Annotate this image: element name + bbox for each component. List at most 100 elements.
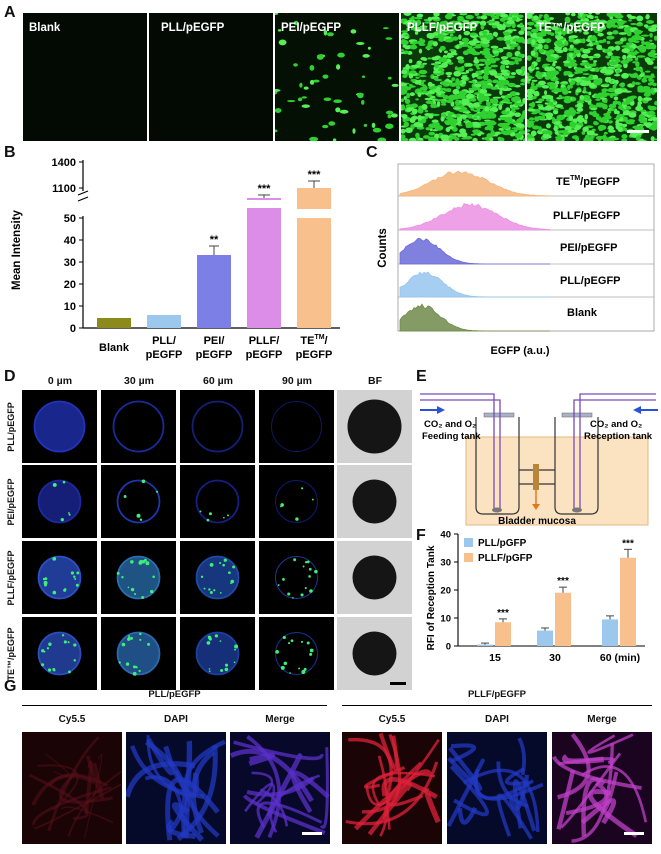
chart-b-break-1 [77, 190, 89, 196]
green-cell [517, 14, 524, 19]
green-cell [537, 38, 546, 44]
green-spot [60, 517, 64, 522]
green-cell [585, 62, 590, 67]
tissue-structure [367, 782, 413, 836]
green-spot [301, 669, 306, 674]
green-cell [433, 13, 440, 17]
green-cell [618, 105, 623, 110]
panel-g-channel-0: Cy5.5 [58, 714, 86, 725]
green-cell [527, 98, 533, 101]
green-cell [457, 59, 465, 64]
chart-c-histogram-2 [399, 237, 550, 265]
green-cell [626, 30, 632, 37]
panel-letter-d: D [4, 368, 16, 385]
green-cell [597, 92, 604, 96]
green-cell [555, 66, 561, 69]
green-cell [639, 109, 647, 113]
green-cell [612, 100, 619, 105]
spheroid [37, 631, 82, 676]
green-cell [614, 45, 621, 51]
green-cell [581, 53, 589, 59]
green-cell [474, 13, 480, 17]
green-spot [70, 571, 74, 575]
green-cell [425, 46, 434, 49]
green-cell [449, 33, 454, 37]
green-cell [472, 102, 480, 107]
green-spot [222, 563, 225, 567]
green-cell [629, 73, 639, 79]
green-cell [458, 23, 463, 28]
green-cell [515, 42, 519, 46]
green-spot [61, 634, 65, 637]
green-cell [463, 30, 471, 36]
green-cell [293, 63, 298, 67]
chart-b-xlabel-pei-2: pEGFP [196, 349, 233, 361]
green-cell [585, 91, 589, 94]
green-cell [537, 104, 543, 107]
green-cell [430, 103, 435, 109]
green-cell [544, 90, 548, 96]
green-cell [577, 24, 587, 27]
green-cell [452, 133, 461, 136]
green-cell [622, 101, 629, 105]
green-cell [408, 58, 413, 64]
green-cell [645, 14, 650, 20]
green-cell [583, 119, 588, 124]
green-cell [568, 62, 578, 67]
green-cell [645, 43, 652, 50]
panel-d-row-label-1: PEI/pEGFP [6, 478, 16, 526]
green-cell [401, 48, 405, 52]
green-cell [530, 50, 536, 56]
green-cell [613, 96, 619, 101]
chart-c-histogram-1 [399, 202, 551, 231]
green-cell [442, 33, 449, 36]
green-cell [422, 62, 428, 65]
green-cell [621, 72, 629, 79]
green-cell [385, 110, 394, 115]
green-cell [424, 97, 433, 101]
green-cell [322, 74, 329, 79]
green-cell [469, 32, 478, 36]
green-spot [141, 479, 146, 484]
green-cell [549, 98, 554, 103]
tissue-structure [462, 768, 540, 832]
green-cell [543, 44, 549, 49]
green-cell [447, 21, 457, 27]
green-spot [219, 640, 222, 642]
green-cell [417, 107, 424, 114]
green-cell [514, 132, 522, 139]
green-cell [643, 85, 648, 89]
spheroid [352, 555, 397, 600]
scale-bar [624, 832, 644, 835]
green-cell [622, 54, 627, 60]
green-cell [568, 115, 574, 122]
green-cell [543, 13, 550, 20]
green-cell [594, 67, 600, 73]
green-cell [481, 30, 488, 35]
green-cell [589, 57, 594, 61]
green-cell [614, 73, 621, 77]
green-cell [576, 82, 580, 86]
green-cell [529, 137, 535, 141]
green-cell [610, 55, 615, 61]
green-cell [639, 68, 644, 73]
green-spot [121, 642, 126, 647]
panel-d-row-label-0: PLL/pEGFP [6, 402, 16, 452]
green-cell [618, 83, 626, 87]
tissue-structure [47, 736, 100, 832]
tissue-structure [474, 769, 544, 801]
green-cell [412, 40, 418, 45]
green-cell [527, 108, 536, 112]
green-cell [588, 13, 592, 15]
panel-d-image [259, 541, 334, 614]
green-cell [558, 123, 563, 129]
chart-b-xlabel-pllf-1: PLLF/ [249, 335, 280, 347]
green-cell [494, 131, 501, 135]
green-cell [562, 60, 571, 64]
tissue-structure [348, 738, 393, 796]
green-spot [46, 647, 50, 650]
green-cell [588, 63, 595, 67]
green-cell [422, 90, 429, 94]
green-cell [527, 81, 531, 84]
green-spot [282, 635, 286, 640]
